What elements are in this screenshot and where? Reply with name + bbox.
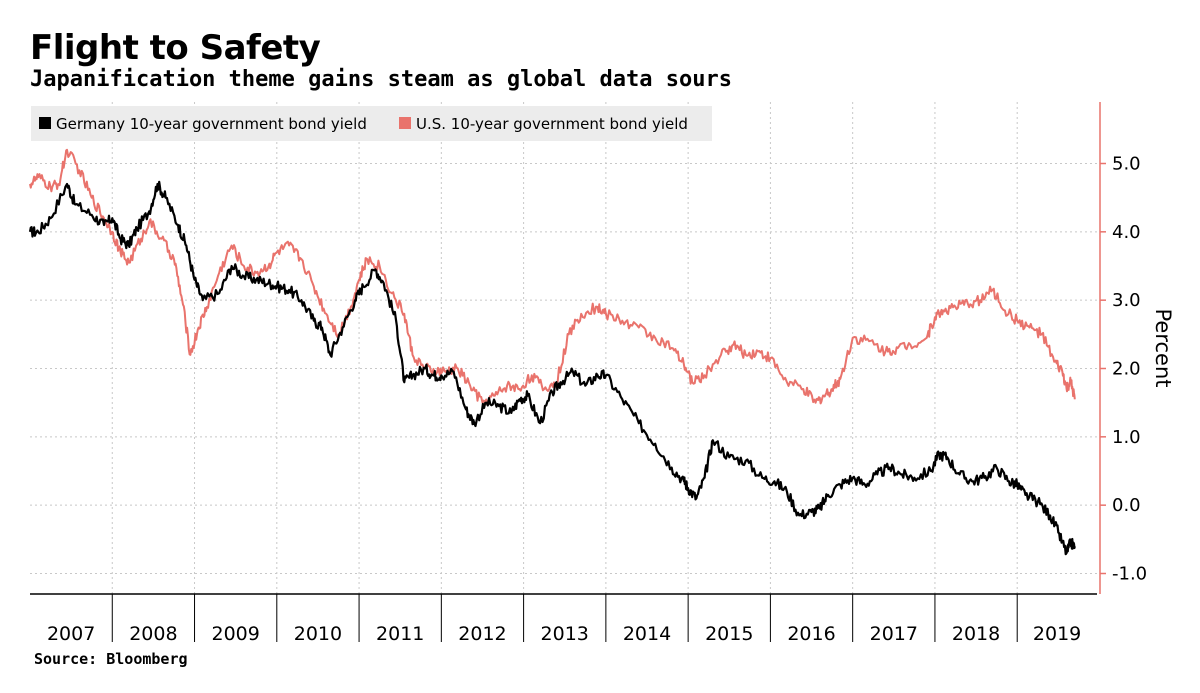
- y-tick-label: 0.0: [1112, 495, 1141, 516]
- x-tick-label: 2013: [541, 623, 589, 645]
- y-tick-label: 2.0: [1112, 359, 1141, 380]
- series-germany-line: [28, 180, 1076, 556]
- y-tick-label: 1.0: [1112, 427, 1141, 448]
- chart-title: Flight to Safety: [30, 28, 321, 68]
- x-tick-label: 2009: [211, 623, 259, 645]
- legend-label-germany: Germany 10-year government bond yield: [56, 115, 367, 133]
- x-tick-label: 2012: [458, 623, 506, 645]
- series-us-line: [29, 148, 1076, 406]
- legend-box: [31, 106, 712, 141]
- legend: Germany 10-year government bond yield U.…: [31, 106, 712, 141]
- x-tick-label: 2011: [376, 623, 424, 645]
- y-tick-label: 4.0: [1112, 222, 1141, 243]
- x-tick-label: 2014: [623, 623, 671, 645]
- x-tick-label: 2010: [294, 623, 342, 645]
- x-tick-label: 2016: [787, 623, 835, 645]
- chart-subtitle: Japanification theme gains steam as glob…: [30, 67, 732, 92]
- series-layer: [28, 148, 1076, 556]
- x-tick-label: 2015: [705, 623, 753, 645]
- y-axis-label: Percent: [1151, 308, 1175, 387]
- grid: [30, 102, 1097, 594]
- legend-swatch-us: [399, 117, 411, 129]
- x-tick-label: 2019: [1033, 623, 1081, 645]
- x-tick-label: 2017: [870, 623, 918, 645]
- legend-swatch-germany: [39, 117, 51, 129]
- x-tick-label: 2018: [952, 623, 1000, 645]
- y-axis: 5.0 4.0 3.0 2.0 1.0 0.0 -1.0: [1099, 102, 1147, 594]
- source-note: Source: Bloomberg: [34, 650, 188, 668]
- y-tick-label: 3.0: [1112, 290, 1141, 311]
- legend-label-us: U.S. 10-year government bond yield: [416, 115, 688, 133]
- y-tick-label: -1.0: [1112, 564, 1147, 585]
- x-axis: 2007 2008 2009 2010 2011 2012 2013 2014 2015 2016…: [30, 593, 1097, 645]
- x-tick-label: 2008: [129, 623, 177, 645]
- x-tick-label: 2007: [47, 623, 95, 645]
- y-tick-label: 5.0: [1112, 154, 1141, 175]
